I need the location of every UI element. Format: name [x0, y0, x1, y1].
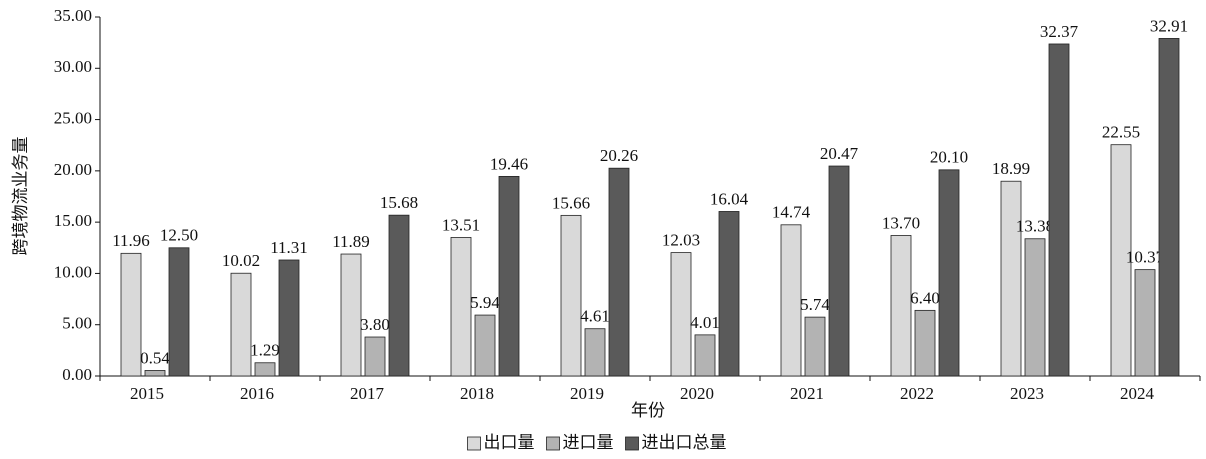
bar: [278, 259, 300, 377]
bar: [828, 165, 850, 377]
y-tick-label: 25.00: [54, 108, 92, 127]
bar: [1110, 144, 1132, 377]
y-axis-label: 跨境物流业务量: [11, 137, 30, 256]
value-label: 12.50: [160, 226, 198, 245]
bar: [340, 253, 362, 377]
value-label: 5.74: [800, 295, 830, 314]
value-label: 32.91: [1150, 16, 1188, 35]
bar: [608, 167, 630, 377]
legend-swatch: [625, 436, 639, 451]
legend-label: 出口量: [484, 433, 535, 452]
x-tick-label: 2023: [1010, 384, 1044, 403]
value-label: 20.47: [820, 144, 859, 163]
legend-swatch: [546, 436, 560, 451]
bar: [474, 314, 496, 377]
x-tick-label: 2022: [900, 384, 934, 403]
bar: [804, 316, 826, 377]
bar: [890, 235, 912, 377]
value-label: 19.46: [490, 154, 528, 173]
bar: [1158, 38, 1180, 377]
value-label: 18.99: [992, 159, 1030, 178]
bar: [1134, 269, 1156, 377]
y-tick-label: 10.00: [54, 262, 92, 281]
bar: [364, 336, 386, 377]
y-tick-label: 5.00: [62, 314, 92, 333]
value-label: 1.29: [250, 341, 280, 360]
bar: [914, 309, 936, 377]
x-axis-label: 年份: [631, 401, 665, 420]
x-tick-label: 2018: [460, 384, 494, 403]
bar: [498, 175, 520, 377]
x-tick-label: 2015: [130, 384, 164, 403]
value-label: 3.80: [360, 315, 390, 334]
value-label: 5.94: [470, 293, 500, 312]
y-tick-label: 15.00: [54, 211, 92, 230]
value-label: 12.03: [662, 231, 700, 250]
value-label: 14.74: [772, 203, 811, 222]
bar: [560, 214, 582, 377]
legend-swatch: [467, 436, 481, 451]
value-label: 10.37: [1126, 248, 1165, 267]
value-label: 22.55: [1102, 123, 1140, 142]
bar: [780, 224, 802, 377]
x-tick-label: 2024: [1120, 384, 1155, 403]
value-label: 6.40: [910, 288, 940, 307]
x-tick-label: 2017: [350, 384, 385, 403]
bar: [670, 252, 692, 377]
value-label: 15.66: [552, 193, 590, 212]
legend-label: 进口量: [563, 433, 614, 452]
value-label: 20.26: [600, 146, 638, 165]
y-tick-label: 35.00: [54, 6, 92, 25]
bar: [168, 247, 190, 377]
bar: [1024, 238, 1046, 377]
value-label: 16.04: [710, 189, 749, 208]
y-tick-label: 0.00: [62, 365, 92, 384]
x-tick-label: 2016: [240, 384, 274, 403]
x-tick-label: 2021: [790, 384, 824, 403]
value-label: 0.54: [140, 348, 170, 367]
value-label: 32.37: [1040, 22, 1079, 41]
y-tick-label: 20.00: [54, 160, 92, 179]
value-label: 15.68: [380, 193, 418, 212]
bar: [718, 211, 740, 377]
value-label: 13.70: [882, 213, 920, 232]
legend-label: 进出口总量: [642, 433, 727, 452]
x-tick-label: 2020: [680, 384, 714, 403]
bar: [1000, 180, 1022, 377]
x-tick-label: 2019: [570, 384, 604, 403]
bar: [694, 334, 716, 377]
value-label: 11.89: [332, 232, 370, 251]
y-tick-label: 30.00: [54, 57, 92, 76]
value-label: 10.02: [222, 251, 260, 270]
value-label: 13.51: [442, 215, 480, 234]
value-label: 11.96: [112, 231, 150, 250]
value-label: 13.38: [1016, 217, 1054, 236]
bar: [120, 252, 142, 377]
bar: [450, 237, 472, 377]
bar: [144, 370, 166, 377]
value-label: 20.10: [930, 148, 968, 167]
bar: [938, 169, 960, 377]
value-label: 11.31: [270, 238, 308, 257]
bar: [254, 362, 276, 377]
bar: [584, 328, 606, 377]
bar: [230, 272, 252, 377]
bar: [1048, 43, 1070, 377]
bar: [388, 214, 410, 377]
value-label: 4.01: [690, 313, 720, 332]
value-label: 4.61: [580, 307, 610, 326]
